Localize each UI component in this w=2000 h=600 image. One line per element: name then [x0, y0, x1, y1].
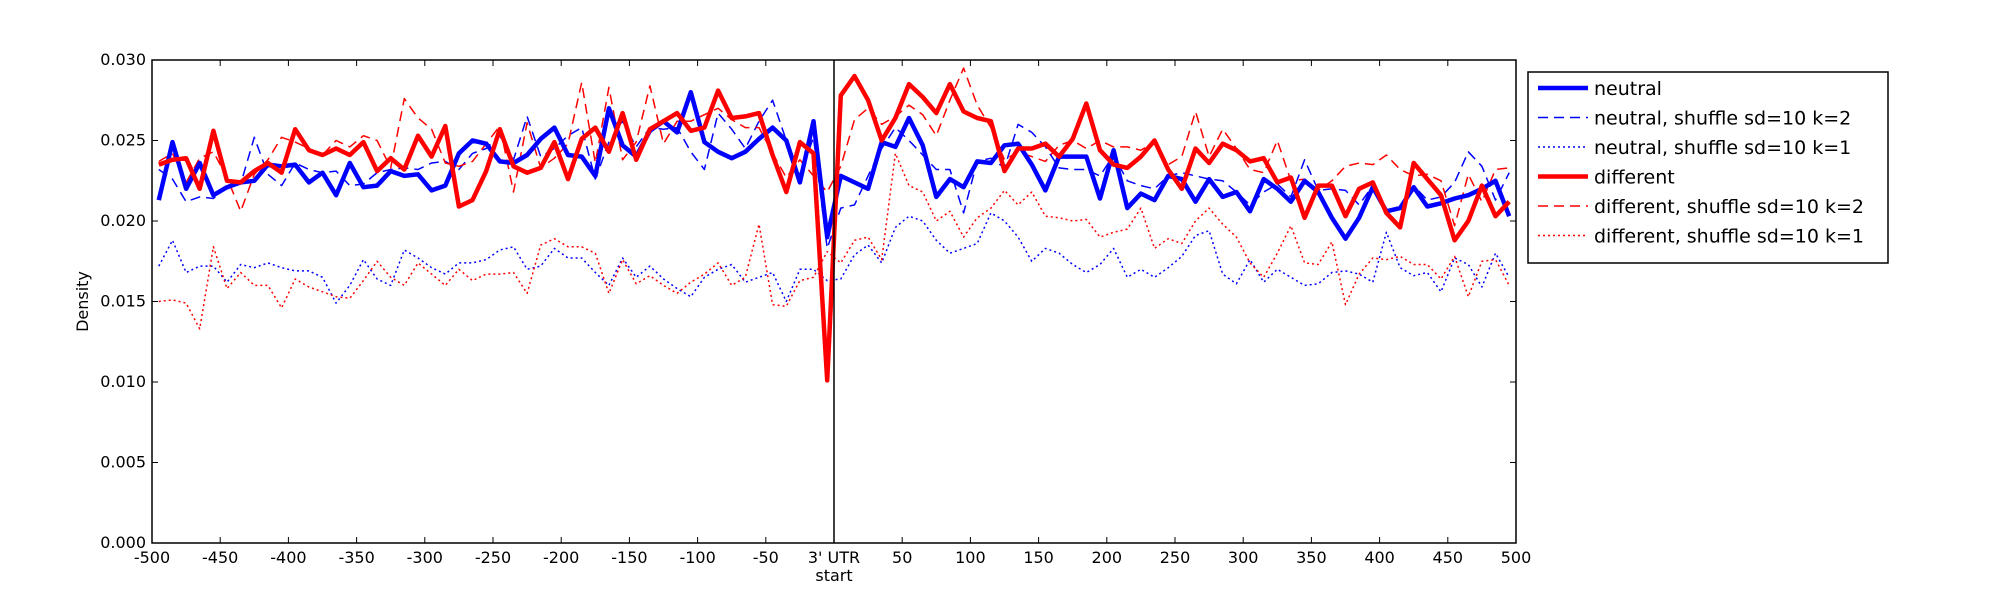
x-tick-label: -350: [338, 548, 374, 567]
legend-box: [1527, 71, 1889, 264]
x-tick-label: -400: [270, 548, 306, 567]
x-tick-label: 450: [1433, 548, 1464, 567]
x-tick-label: 50: [892, 548, 912, 567]
x-tick-label: -300: [407, 548, 443, 567]
x-tick-label: 150: [1023, 548, 1054, 567]
series-line-4: [158, 67, 1510, 227]
series-line-5: [158, 152, 1510, 330]
y-axis-ticks: 0.000 0.005 0.010 0.015 0.020 0.025 0.030: [100, 50, 1516, 552]
y-tick-label: 0.020: [100, 211, 146, 230]
x-tick-label: 350: [1296, 548, 1327, 567]
legend-label-1: neutral, shuffle sd=10 k=2: [1594, 108, 1851, 130]
series-line-2: [158, 212, 1510, 304]
x-tick-label: -50: [753, 548, 779, 567]
x-tick-label: 500: [1501, 548, 1532, 567]
x-tick-label: 250: [1160, 548, 1191, 567]
x-tick-label: -250: [475, 548, 511, 567]
x-tick-label: 400: [1364, 548, 1395, 567]
x-axis-ticks: -500 -450 -400 -350 -300 -250 -200 -150 -100 -50 3…: [134, 60, 1531, 567]
x-axis-label: start: [815, 566, 852, 585]
x-tick-label: 3' UTR: [808, 548, 860, 567]
legend-label-5: different, shuffle sd=10 k=1: [1594, 226, 1864, 248]
y-tick-label: 0.000: [100, 533, 146, 552]
x-tick-label: 300: [1228, 548, 1259, 567]
x-tick-label: -100: [679, 548, 715, 567]
x-tick-label: -500: [134, 548, 170, 567]
y-tick-label: 0.030: [100, 50, 146, 69]
legend: neutral neutral, shuffle sd=10 k=2 neutral…: [1527, 71, 1889, 264]
x-tick-label: 100: [955, 548, 986, 567]
y-tick-label: 0.005: [100, 453, 146, 472]
y-axis-label: Density: [73, 271, 92, 332]
x-tick-label: -200: [543, 548, 579, 567]
x-tick-label: -450: [202, 548, 238, 567]
y-tick-label: 0.015: [100, 292, 146, 311]
x-tick-label: 200: [1092, 548, 1123, 567]
legend-label-0: neutral: [1594, 78, 1662, 100]
legend-label-2: neutral, shuffle sd=10 k=1: [1594, 137, 1851, 159]
y-tick-label: 0.010: [100, 372, 146, 391]
x-tick-label: -150: [611, 548, 647, 567]
legend-label-3: different: [1594, 167, 1675, 189]
legend-label-4: different, shuffle sd=10 k=2: [1594, 196, 1864, 218]
y-tick-label: 0.025: [100, 131, 146, 150]
